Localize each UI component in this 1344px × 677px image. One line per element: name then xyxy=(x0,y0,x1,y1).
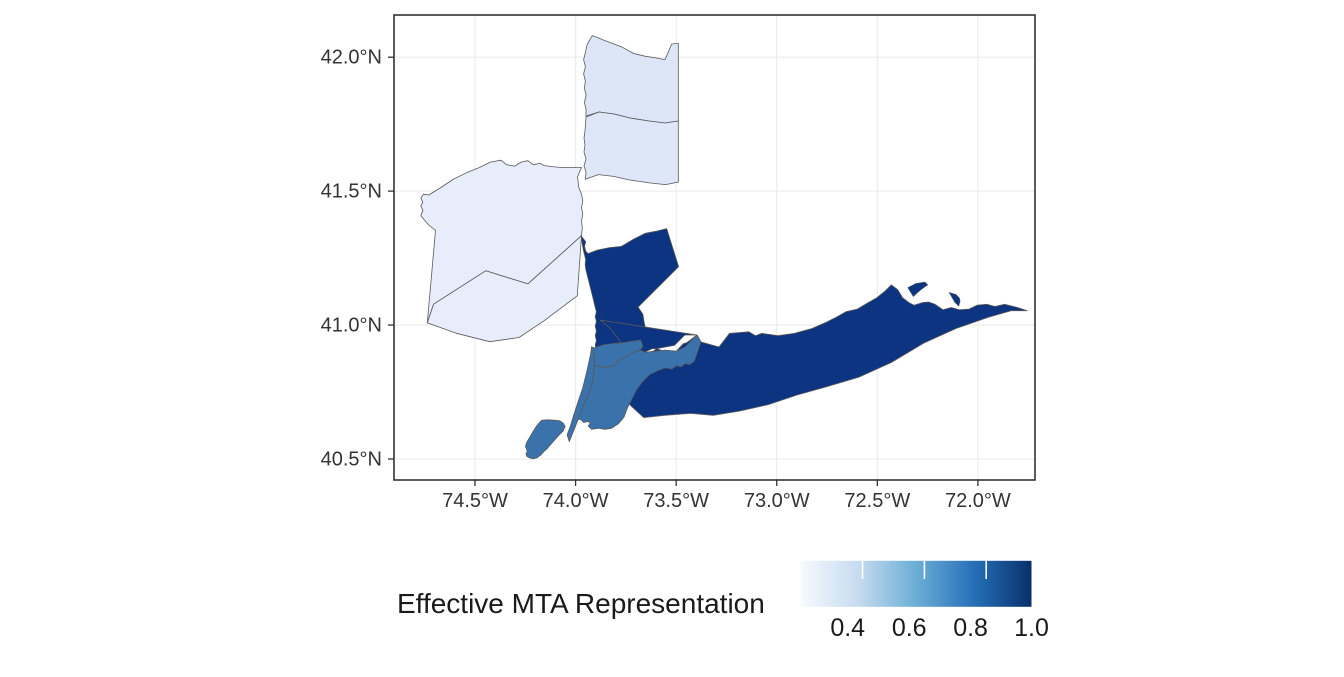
svg-text:72.5°W: 72.5°W xyxy=(844,490,910,512)
svg-text:Effective MTA Representation: Effective MTA Representation xyxy=(397,588,765,619)
svg-text:41.5°N: 41.5°N xyxy=(321,181,382,203)
svg-text:42.0°N: 42.0°N xyxy=(321,47,382,69)
svg-text:0.6: 0.6 xyxy=(892,614,927,642)
svg-text:40.5°N: 40.5°N xyxy=(321,449,382,471)
svg-text:1.0: 1.0 xyxy=(1014,614,1049,642)
svg-text:73.5°W: 73.5°W xyxy=(643,490,709,512)
svg-text:74.0°W: 74.0°W xyxy=(543,490,609,512)
svg-text:0.8: 0.8 xyxy=(953,614,988,642)
svg-text:73.0°W: 73.0°W xyxy=(744,490,810,512)
svg-text:72.0°W: 72.0°W xyxy=(945,490,1011,512)
svg-text:0.4: 0.4 xyxy=(830,614,865,642)
svg-text:41.0°N: 41.0°N xyxy=(321,315,382,337)
svg-text:74.5°W: 74.5°W xyxy=(442,490,508,512)
